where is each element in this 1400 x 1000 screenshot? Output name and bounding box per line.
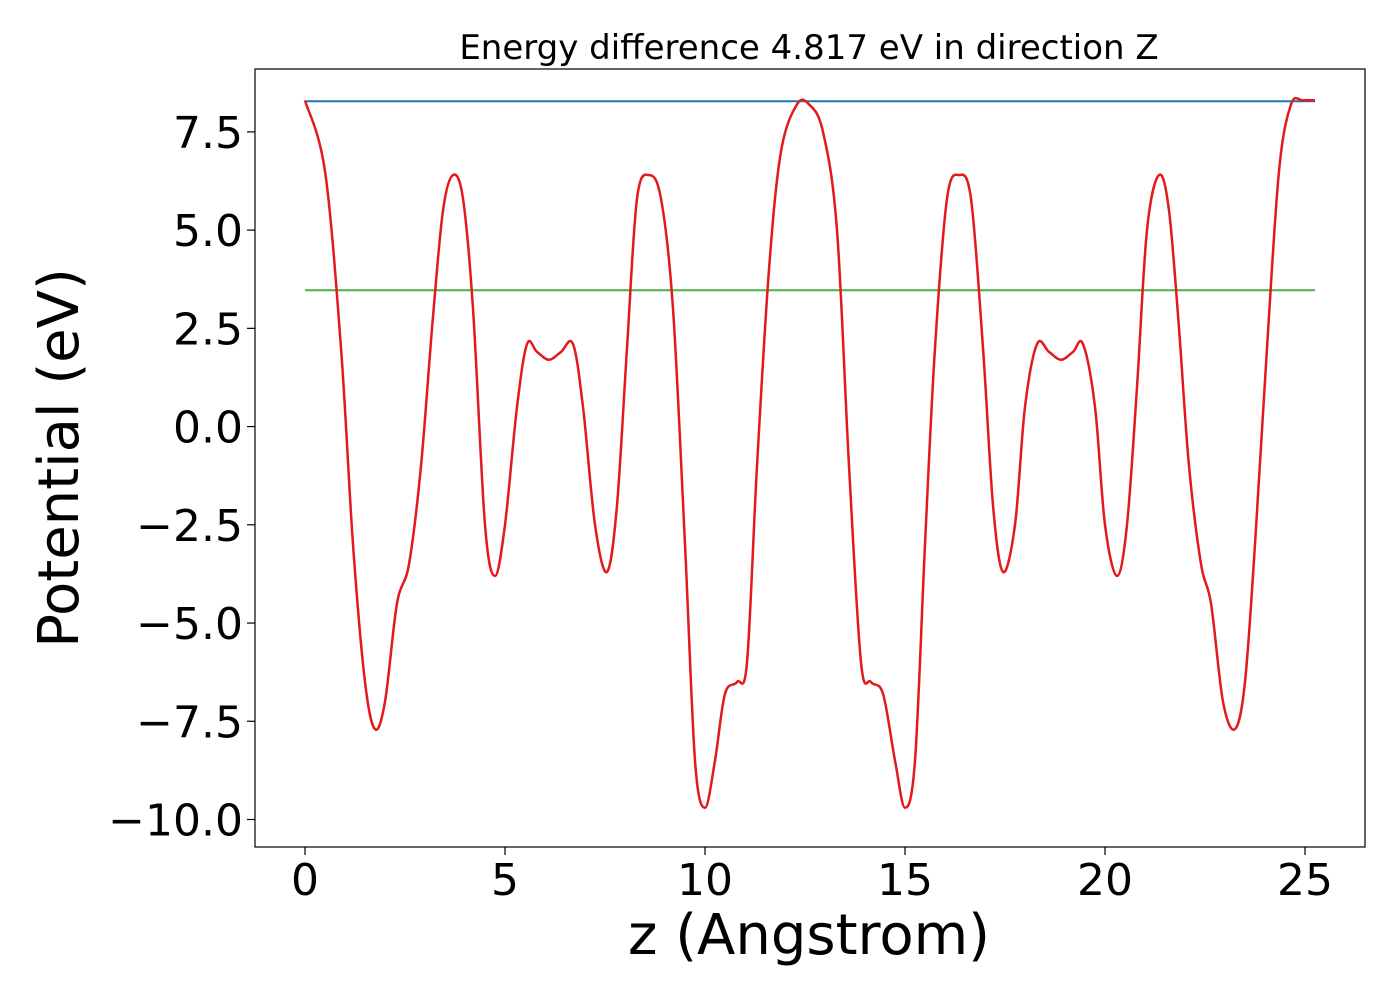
y-tick-label: 2.5 (173, 304, 243, 355)
series-layer (303, 96, 1316, 809)
y-tick-label: 5.0 (173, 206, 243, 257)
x-axis-label: z (Angstrom) (628, 903, 990, 968)
y-axis-label: Potential (eV) (27, 268, 92, 648)
y-tick-label: −5.0 (136, 599, 243, 650)
y-tick-label: 0.0 (173, 403, 243, 454)
x-tick-label: 0 (291, 855, 319, 906)
potential-line (303, 96, 1316, 809)
y-tick-label: −2.5 (136, 501, 243, 552)
y-tick-label: −10.0 (108, 795, 243, 846)
x-tick-label: 10 (677, 855, 733, 906)
y-axis-ticks: −10.0 −7.5 −5.0 −2.5 0.0 2.5 5.0 7.5 (108, 108, 255, 846)
x-tick-label: 25 (1277, 855, 1333, 906)
x-tick-label: 20 (1077, 855, 1133, 906)
y-tick-label: −7.5 (136, 697, 243, 748)
x-tick-label: 15 (877, 855, 933, 906)
y-tick-label: 7.5 (173, 108, 243, 159)
chart-title: Energy difference 4.817 eV in direction … (459, 28, 1158, 68)
x-axis-ticks: 0 5 10 15 20 25 (291, 847, 1333, 906)
plot-frame (254, 68, 1366, 848)
x-tick-label: 5 (491, 855, 519, 906)
